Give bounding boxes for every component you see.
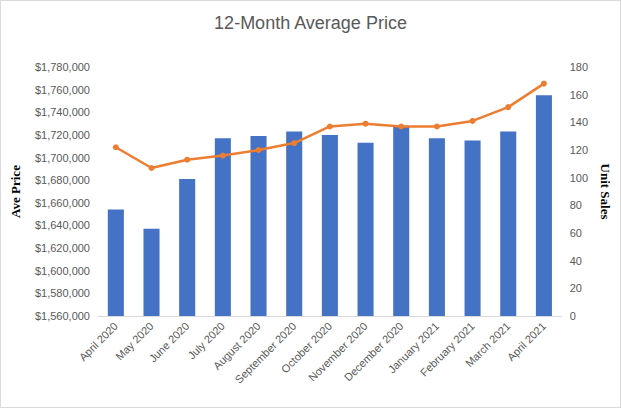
svg-text:September 2020: September 2020 bbox=[233, 320, 299, 386]
svg-text:$1,620,000: $1,620,000 bbox=[35, 242, 90, 254]
svg-text:120: 120 bbox=[570, 144, 588, 156]
svg-text:$1,740,000: $1,740,000 bbox=[35, 106, 90, 118]
svg-text:June 2020: June 2020 bbox=[147, 320, 192, 365]
svg-text:0: 0 bbox=[570, 310, 576, 322]
svg-text:$1,640,000: $1,640,000 bbox=[35, 219, 90, 231]
svg-text:August 2020: August 2020 bbox=[210, 319, 263, 372]
svg-text:80: 80 bbox=[570, 199, 582, 211]
svg-text:140: 140 bbox=[570, 116, 588, 128]
svg-text:12-Month Average Price: 12-Month Average Price bbox=[214, 13, 407, 33]
svg-text:20: 20 bbox=[570, 282, 582, 294]
svg-text:December 2020: December 2020 bbox=[342, 320, 406, 384]
svg-text:April 2021: April 2021 bbox=[505, 320, 548, 363]
svg-text:February 2021: February 2021 bbox=[418, 320, 477, 379]
svg-text:Ave Price: Ave Price bbox=[8, 165, 23, 218]
svg-text:$1,600,000: $1,600,000 bbox=[35, 265, 90, 277]
svg-text:$1,560,000: $1,560,000 bbox=[35, 310, 90, 322]
svg-text:Unit Sales: Unit Sales bbox=[598, 164, 613, 220]
svg-text:60: 60 bbox=[570, 227, 582, 239]
svg-text:November 2020: November 2020 bbox=[306, 320, 370, 384]
svg-text:October 2020: October 2020 bbox=[278, 319, 335, 376]
svg-text:$1,580,000: $1,580,000 bbox=[35, 287, 90, 299]
svg-text:$1,720,000: $1,720,000 bbox=[35, 129, 90, 141]
svg-text:$1,700,000: $1,700,000 bbox=[35, 152, 90, 164]
svg-text:May 2020: May 2020 bbox=[113, 319, 156, 363]
svg-text:March 2021: March 2021 bbox=[463, 320, 513, 370]
svg-text:$1,660,000: $1,660,000 bbox=[35, 197, 90, 209]
svg-text:$1,680,000: $1,680,000 bbox=[35, 174, 90, 186]
svg-text:160: 160 bbox=[570, 89, 588, 101]
svg-text:100: 100 bbox=[570, 172, 588, 184]
svg-text:$1,780,000: $1,780,000 bbox=[35, 61, 90, 73]
svg-text:April 2020: April 2020 bbox=[77, 320, 120, 363]
svg-text:40: 40 bbox=[570, 255, 582, 267]
svg-text:January 2021: January 2021 bbox=[385, 319, 442, 376]
svg-text:July 2020: July 2020 bbox=[185, 319, 228, 362]
svg-text:$1,760,000: $1,760,000 bbox=[35, 84, 90, 96]
svg-text:180: 180 bbox=[570, 61, 588, 73]
